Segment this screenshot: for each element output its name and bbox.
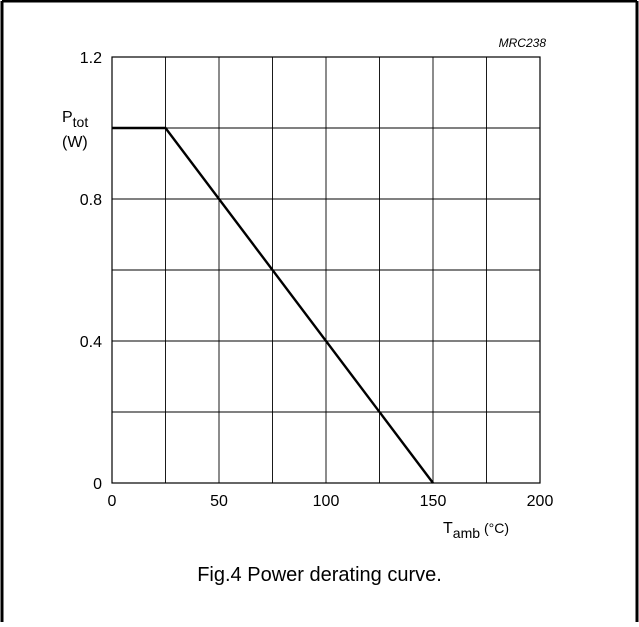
derating-curve-line xyxy=(112,126,434,484)
figure-caption: Fig.4 Power derating curve. xyxy=(197,564,442,586)
x-tick-label: 200 xyxy=(527,493,554,510)
x-axis-label-main: T xyxy=(443,520,453,537)
x-axis-label-sub: amb xyxy=(453,525,480,541)
y-tick-label: 0 xyxy=(93,476,102,493)
series xyxy=(112,126,434,484)
x-tick-label: 100 xyxy=(313,493,340,510)
y-tick-label: 1.2 xyxy=(80,50,102,67)
figure-code: MRC238 xyxy=(499,36,547,50)
tick-labels: 0 50 100 150 200 0 0.4 0.8 1.2 xyxy=(80,50,554,510)
y-axis-label-sub: tot xyxy=(73,114,89,130)
y-axis-label: Ptot xyxy=(62,109,88,130)
y-axis-label-main: P xyxy=(62,109,73,126)
y-tick-label: 0.4 xyxy=(80,334,102,351)
y-axis-unit: (W) xyxy=(62,134,88,151)
grid xyxy=(111,56,541,484)
x-axis-label: Tamb (°C) xyxy=(443,520,509,541)
x-tick-label: 0 xyxy=(108,493,117,510)
x-tick-label: 150 xyxy=(420,493,447,510)
y-tick-label: 0.8 xyxy=(80,192,102,209)
x-tick-label: 50 xyxy=(210,493,228,510)
x-axis-label-unit: (°C) xyxy=(484,520,509,536)
plot-border xyxy=(111,56,541,484)
